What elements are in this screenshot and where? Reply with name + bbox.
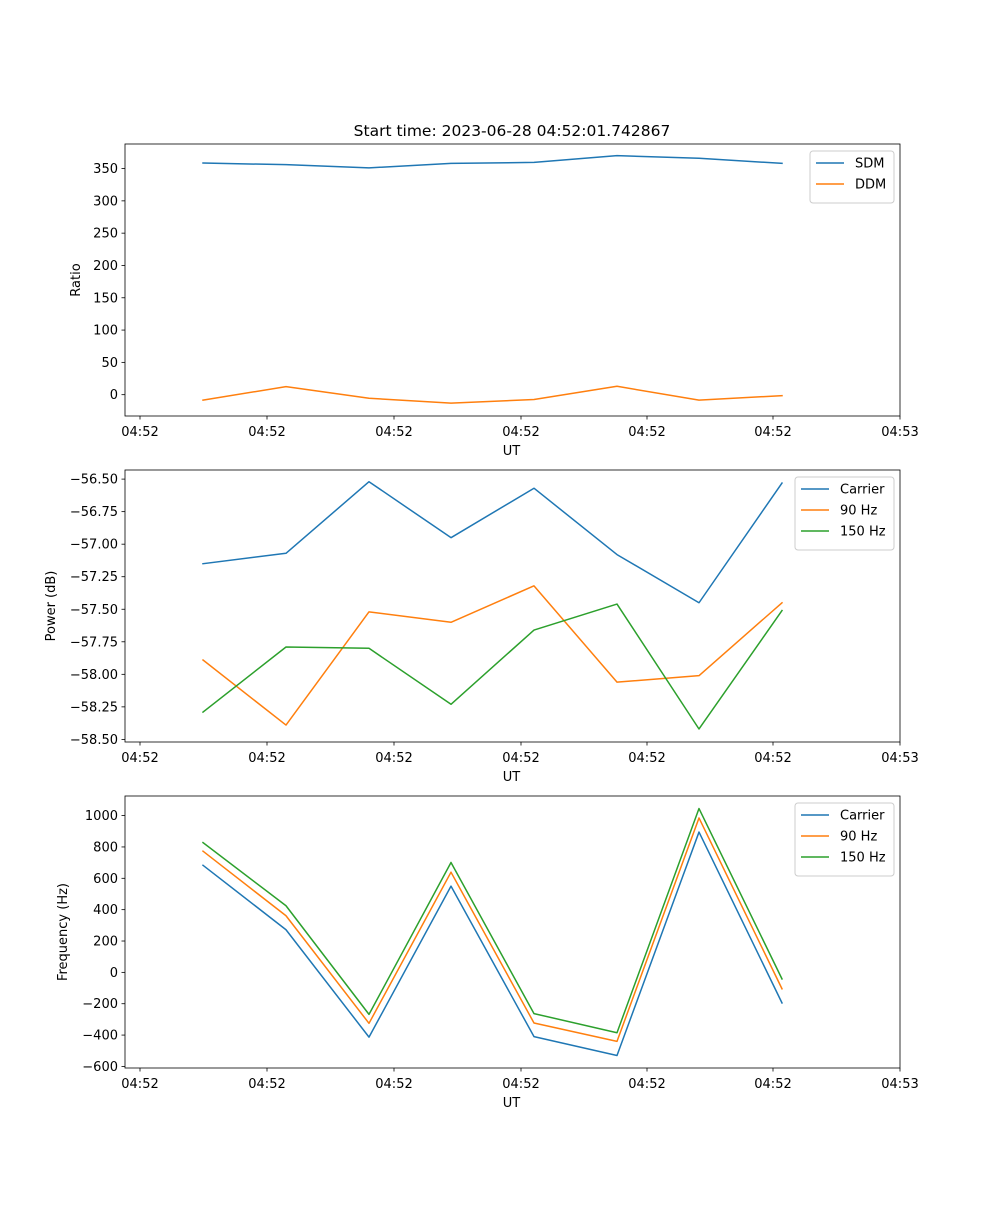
x-axis-label: UT — [503, 770, 521, 785]
series-line-150-hz — [201, 603, 784, 730]
y-tick-label: 100 — [93, 324, 118, 339]
x-tick-label: 04:52 — [628, 751, 665, 766]
legend-label: DDM — [855, 178, 886, 193]
y-tick-label: −58.25 — [70, 700, 118, 715]
subplot-1 — [121, 143, 901, 420]
y-tick-label: 0 — [110, 388, 118, 403]
x-tick-label: 04:52 — [502, 751, 539, 766]
x-tick-label: 04:52 — [375, 425, 412, 440]
x-tick-label: 04:53 — [881, 751, 918, 766]
y-tick-label: 200 — [93, 935, 118, 950]
y-axis-label: Power (dB) — [44, 571, 59, 642]
x-axis-label: UT — [503, 1096, 521, 1111]
y-tick-label: −58.00 — [70, 668, 118, 683]
legend-label: 90 Hz — [840, 830, 877, 845]
plot-frame — [124, 795, 901, 1069]
y-tick-label: −58.50 — [70, 733, 118, 748]
x-tick-label: 04:52 — [248, 751, 285, 766]
series-line-90-hz — [201, 585, 784, 726]
x-tick-label: 04:52 — [121, 425, 158, 440]
y-tick-label: −56.50 — [70, 473, 118, 488]
series-line-ddm — [202, 385, 783, 404]
y-tick-label: 250 — [93, 227, 118, 242]
subplot-2 — [121, 469, 901, 746]
y-tick-label: 0 — [110, 966, 118, 981]
y-tick-label: 350 — [93, 162, 118, 177]
y-tick-label: 50 — [101, 356, 118, 371]
x-tick-label: 04:53 — [881, 1077, 918, 1092]
y-tick-label: −57.50 — [70, 603, 118, 618]
x-tick-label: 04:52 — [375, 1077, 412, 1092]
plot-frame — [124, 469, 901, 743]
y-tick-label: −600 — [82, 1060, 118, 1075]
legend-label: 150 Hz — [840, 851, 886, 866]
y-tick-label: −56.75 — [70, 505, 118, 520]
x-tick-label: 04:52 — [121, 1077, 158, 1092]
y-tick-label: −200 — [82, 997, 118, 1012]
x-tick-label: 04:52 — [628, 425, 665, 440]
y-tick-label: 300 — [93, 194, 118, 209]
y-tick-label: −57.75 — [70, 635, 118, 650]
legend-label: Carrier — [840, 809, 885, 824]
subplot-3 — [121, 795, 901, 1072]
x-tick-label: 04:52 — [754, 1077, 791, 1092]
y-axis-label: Frequency (Hz) — [56, 883, 71, 981]
series-line-sdm — [202, 154, 783, 169]
series-line-carrier — [202, 480, 784, 604]
y-tick-label: 600 — [93, 872, 118, 887]
x-tick-label: 04:52 — [754, 425, 791, 440]
y-tick-label: 400 — [93, 903, 118, 918]
legend-label: Carrier — [840, 483, 885, 498]
legend-label: SDM — [855, 157, 884, 172]
y-tick-label: 800 — [93, 840, 118, 855]
x-tick-label: 04:52 — [248, 1077, 285, 1092]
series-line-90-hz — [201, 817, 784, 1043]
x-tick-label: 04:52 — [248, 425, 285, 440]
x-tick-label: 04:52 — [121, 751, 158, 766]
series-line-carrier — [201, 831, 784, 1057]
chart-title: Start time: 2023-06-28 04:52:01.742867 — [354, 122, 671, 140]
x-tick-label: 04:52 — [502, 425, 539, 440]
y-tick-label: −57.00 — [70, 538, 118, 553]
x-tick-label: 04:52 — [754, 751, 791, 766]
y-tick-label: −57.25 — [70, 570, 118, 585]
y-tick-label: 1000 — [85, 809, 118, 824]
legend-label: 90 Hz — [840, 504, 877, 519]
x-tick-label: 04:52 — [628, 1077, 665, 1092]
x-tick-label: 04:52 — [375, 751, 412, 766]
y-tick-label: 150 — [93, 291, 118, 306]
plot-frame — [124, 143, 901, 417]
x-tick-label: 04:53 — [881, 425, 918, 440]
legend-box — [809, 150, 895, 204]
y-axis-label: Ratio — [69, 263, 84, 296]
series-line-150-hz — [201, 807, 784, 1034]
x-axis-label: UT — [503, 444, 521, 459]
legend-label: 150 Hz — [840, 525, 886, 540]
y-tick-label: −400 — [82, 1029, 118, 1044]
x-tick-label: 04:52 — [502, 1077, 539, 1092]
y-tick-label: 200 — [93, 259, 118, 274]
